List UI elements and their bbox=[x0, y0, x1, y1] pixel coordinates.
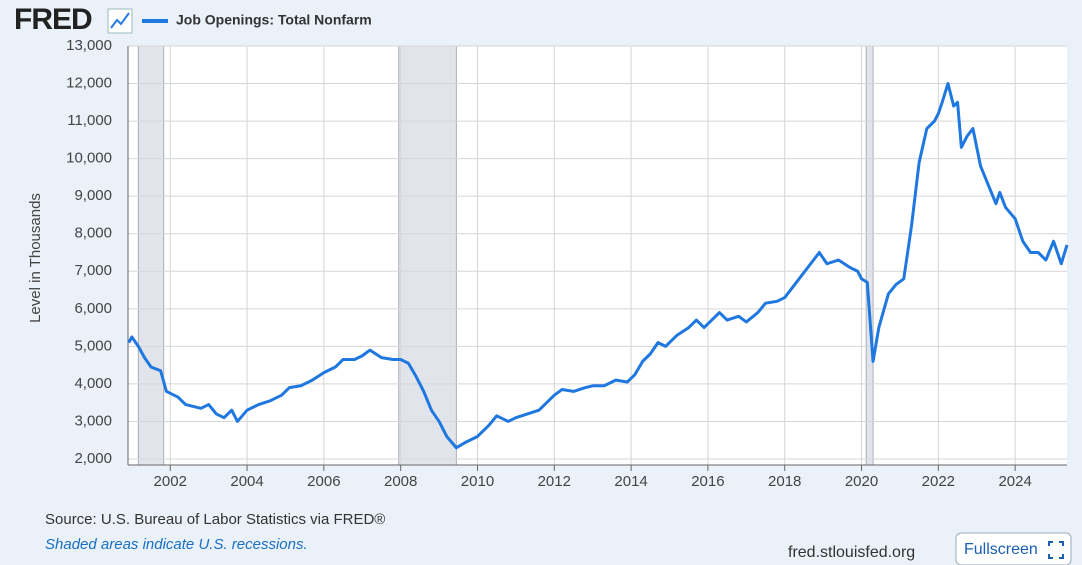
y-tick-label: 6,000 bbox=[74, 300, 112, 317]
button-frame[interactable] bbox=[955, 532, 1072, 565]
y-tick-label: 13,000 bbox=[66, 37, 112, 54]
x-tick-label: 2006 bbox=[307, 473, 340, 490]
x-tick-label: 2024 bbox=[998, 473, 1031, 490]
button-label[interactable]: Fullscreen bbox=[964, 541, 1038, 558]
y-tick-label: 4,000 bbox=[74, 375, 112, 392]
x-tick-label: 2008 bbox=[384, 473, 417, 490]
y-tick-label: 10,000 bbox=[66, 150, 112, 167]
recession-band bbox=[137, 45, 165, 466]
x-tick-label: 2022 bbox=[922, 473, 955, 490]
y-tick-label: 5,000 bbox=[74, 337, 112, 354]
fullscreen-button[interactable]: Fullscreen bbox=[955, 532, 1072, 565]
recession-band bbox=[865, 45, 874, 466]
y-tick-label: 8,000 bbox=[74, 225, 112, 242]
y-tick-label: 9,000 bbox=[74, 187, 112, 204]
y-tick-label: 7,000 bbox=[74, 262, 112, 279]
y-axis-title: Level in Thousands bbox=[27, 193, 44, 323]
legend-label: Job Openings: Total Nonfarm bbox=[176, 12, 372, 28]
logo-icon bbox=[107, 8, 133, 34]
x-tick-label: 2020 bbox=[845, 473, 878, 490]
y-tick-label: 2,000 bbox=[74, 450, 112, 467]
plot-area bbox=[128, 46, 1067, 465]
y-tick-label: 3,000 bbox=[74, 412, 112, 429]
fullscreen-icon[interactable] bbox=[1048, 541, 1064, 559]
data-line bbox=[127, 82, 1069, 450]
recession-note: Shaded areas indicate U.S. recessions. bbox=[45, 536, 308, 553]
x-tick-label: 2012 bbox=[538, 473, 571, 490]
site-url: fred.stlouisfed.org bbox=[788, 544, 915, 561]
x-tick-label: 2016 bbox=[691, 473, 724, 490]
logo: FRED bbox=[14, 3, 92, 36]
source: Source: U.S. Bureau of Labor Statistics … bbox=[45, 511, 385, 528]
x-tick-label: 2002 bbox=[154, 473, 187, 490]
recession-band bbox=[398, 45, 457, 466]
x-tick-label: 2014 bbox=[614, 473, 647, 490]
y-tick-label: 11,000 bbox=[67, 112, 112, 129]
x-tick-label: 2004 bbox=[230, 473, 263, 490]
x-tick-label: 2010 bbox=[461, 473, 494, 490]
x-tick-label: 2018 bbox=[768, 473, 801, 490]
y-tick-label: 12,000 bbox=[66, 75, 112, 92]
